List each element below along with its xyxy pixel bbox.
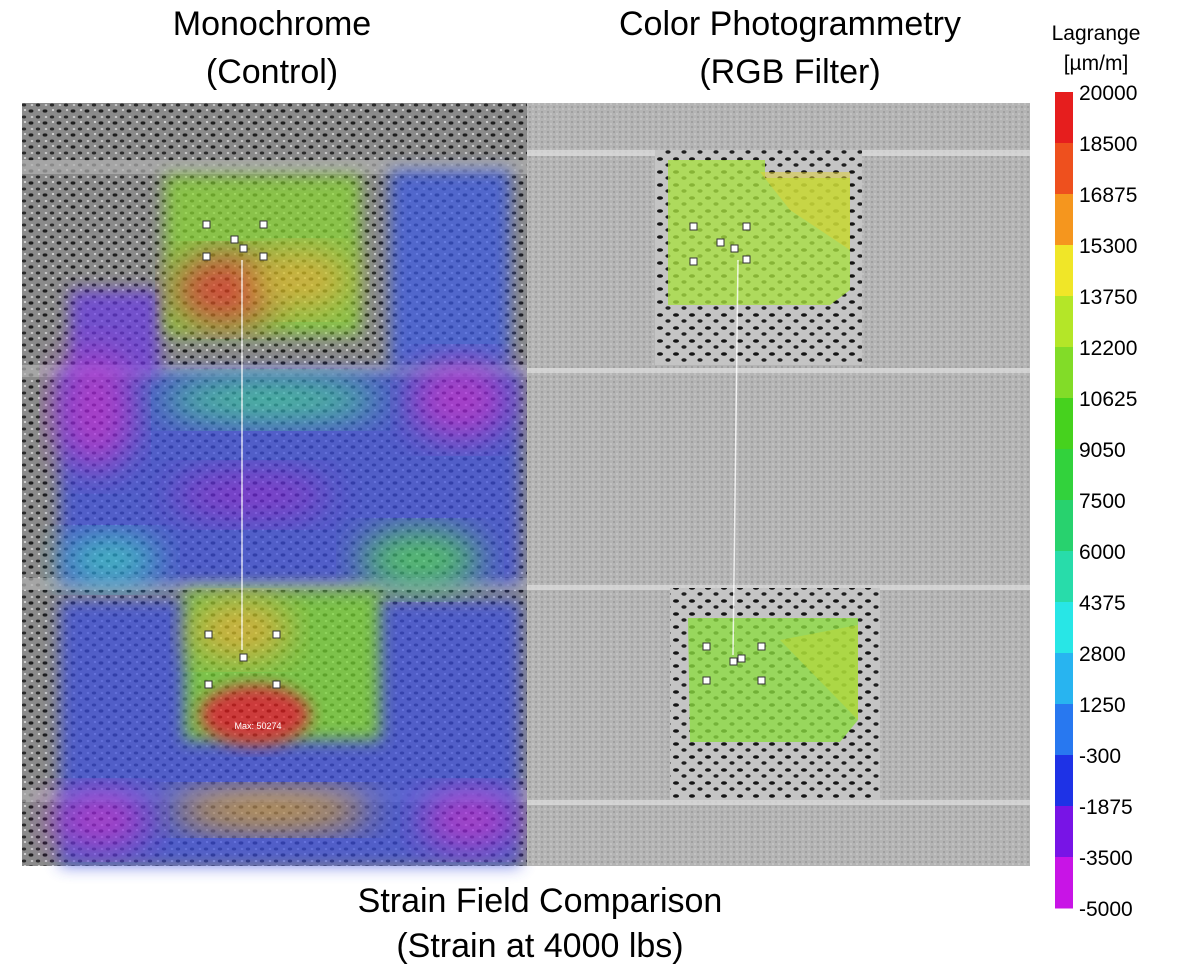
colorbar-tick-label: 9050 <box>1079 439 1126 462</box>
colorbar-band <box>1055 398 1073 450</box>
panel-title: (Control) <box>206 53 338 91</box>
colorbar-tick-label: 16875 <box>1079 184 1137 207</box>
colorbar-tick-label: 15300 <box>1079 235 1137 258</box>
panel-title: Monochrome <box>173 5 371 43</box>
colorbar-tick-label: 18500 <box>1079 133 1137 156</box>
colorbar-band <box>1055 143 1073 195</box>
panel-title: Color Photogrammetry <box>619 5 961 43</box>
colorbar-band <box>1055 857 1073 909</box>
colorbar-band <box>1055 194 1073 246</box>
colorbar-tick-label: 12200 <box>1079 337 1137 360</box>
colorbar-band <box>1055 653 1073 705</box>
colorbar-band <box>1055 245 1073 297</box>
colorbar-band <box>1055 347 1073 399</box>
monochrome-image: Max: 50274 <box>22 103 527 866</box>
figure: Monochrome (Control) Color Photogrammetr… <box>0 0 1184 977</box>
panel-title: (RGB Filter) <box>699 53 880 91</box>
colorbar-tick-label: -5000 <box>1079 898 1133 921</box>
colorbar-tick-label: 20000 <box>1079 82 1137 105</box>
colorbar-band <box>1055 500 1073 552</box>
colorbar-tick-label: -300 <box>1079 745 1121 768</box>
colorbar-tick-label: 10625 <box>1079 388 1137 411</box>
colorbar-tick-label: -3500 <box>1079 847 1133 870</box>
colorbar-tick-label: 13750 <box>1079 286 1137 309</box>
colorbar: 20000 18500 16875 15300 13750 12200 10625 9050 7… <box>1055 82 1137 921</box>
colorbar-band <box>1055 449 1073 501</box>
colorbar-tick-label: 2800 <box>1079 643 1126 666</box>
caption: (Strain at 4000 lbs) <box>396 927 683 965</box>
colorbar-band <box>1055 602 1073 654</box>
colorbar-band <box>1055 296 1073 348</box>
colorbar-band <box>1055 92 1073 144</box>
colorbar-tick-label: 4375 <box>1079 592 1126 615</box>
colorbar-unit: [µm/m] <box>1064 52 1129 75</box>
colorbar-tick-label: 1250 <box>1079 694 1126 717</box>
colorbar-tick-label: 7500 <box>1079 490 1126 513</box>
caption: Strain Field Comparison <box>358 882 723 920</box>
colorbar-band <box>1055 551 1073 603</box>
colorbar-band <box>1055 755 1073 807</box>
colorbar-band <box>1055 704 1073 756</box>
rgb-image <box>527 103 1030 866</box>
colorbar-band <box>1055 806 1073 858</box>
figure-canvas: Monochrome (Control) Color Photogrammetr… <box>0 0 1184 977</box>
colorbar-tick-label: -1875 <box>1079 796 1133 819</box>
colorbar-title: Lagrange <box>1052 22 1141 45</box>
max-annotation: Max: 50274 <box>234 721 281 731</box>
colorbar-tick-label: 6000 <box>1079 541 1126 564</box>
